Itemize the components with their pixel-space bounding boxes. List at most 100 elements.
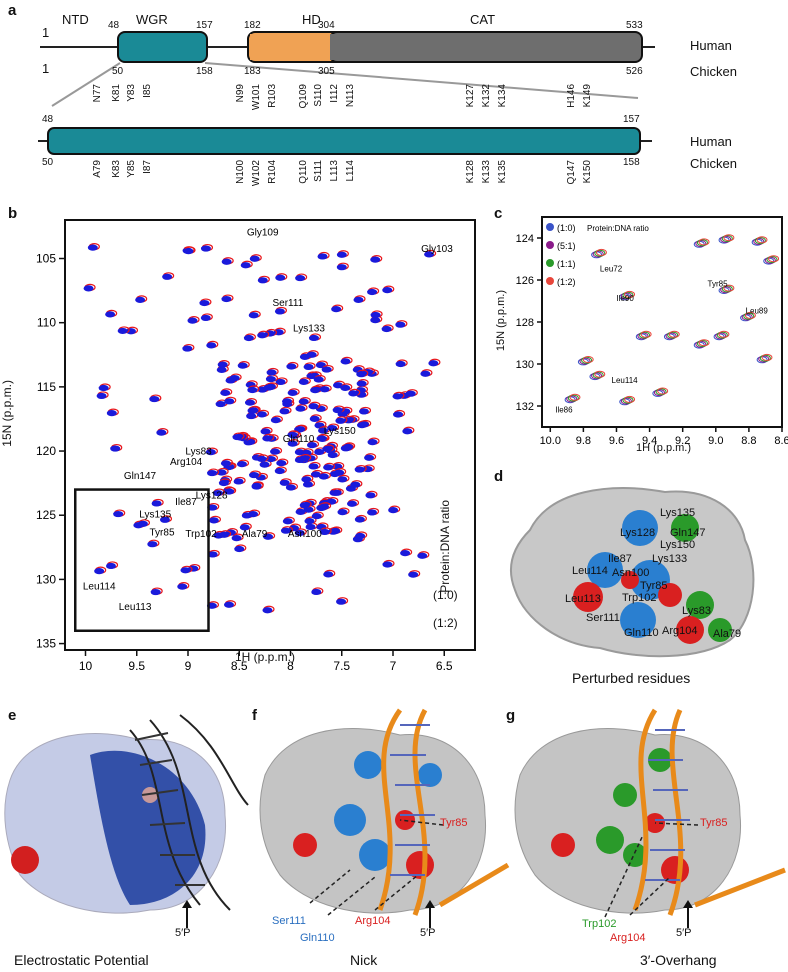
b-peak-label-ile87: Ile87 bbox=[175, 497, 197, 508]
chicken-residue-r104: R104 bbox=[267, 160, 278, 184]
d-label-lys83: Lys83 bbox=[682, 605, 711, 617]
d-blue-patch-2 bbox=[587, 552, 623, 588]
d-label-trp102: Trp102 bbox=[622, 592, 657, 604]
c-ytick: 130 bbox=[516, 359, 534, 371]
c-xtick: 8.8 bbox=[741, 435, 756, 447]
human-cat-start: 304 bbox=[318, 20, 335, 31]
c-legend-dot-3 bbox=[546, 259, 554, 267]
panel-g-arg104: Arg104 bbox=[610, 932, 646, 944]
b-ytick: 130 bbox=[36, 572, 56, 586]
human-start: 1 bbox=[42, 25, 50, 40]
b-ytick: 125 bbox=[36, 508, 56, 522]
b-ytick: 115 bbox=[37, 380, 56, 394]
panel-f-nick-structure bbox=[259, 708, 510, 928]
c-legend-label-3: (1:1) bbox=[557, 259, 576, 269]
c-ratio-label: Protein:DNA ratio bbox=[587, 224, 649, 233]
b-peak-label-gly103: Gly103 bbox=[421, 244, 453, 255]
c-peak-label-leu114: Leu114 bbox=[612, 376, 639, 385]
b-peak-label-lys128: Lys128 bbox=[196, 490, 228, 501]
c-ytick: 132 bbox=[516, 401, 534, 413]
human-residue-w101: W101 bbox=[251, 84, 262, 111]
d-label-gln147: Gln147 bbox=[670, 527, 706, 539]
d-label-lys128: Lys128 bbox=[620, 527, 656, 539]
panel-b-xlabel: 1H (p.p.m.) bbox=[235, 650, 296, 664]
c-legend-dot-4 bbox=[546, 277, 554, 285]
b-peak-label-gln110: Gln110 bbox=[283, 434, 315, 445]
b-peak-label-trp102: Trp102 bbox=[185, 529, 217, 540]
b-xtick: 7 bbox=[390, 659, 397, 670]
panel-d-surface bbox=[510, 487, 755, 658]
c-xtick: 9.0 bbox=[708, 435, 723, 447]
d-label-ser111: Ser111 bbox=[586, 612, 620, 624]
c-ytick: 124 bbox=[516, 233, 534, 245]
b-peak-label-gly109: Gly109 bbox=[247, 227, 279, 238]
cat-label: CAT bbox=[470, 12, 496, 27]
c-legend-label-1: (1:0) bbox=[557, 223, 576, 233]
human-residue-h146: H146 bbox=[566, 84, 577, 108]
b-xtick: 6.5 bbox=[436, 659, 453, 670]
d-label-lys135: Lys135 bbox=[660, 507, 696, 519]
d-label-lys133: Lys133 bbox=[652, 553, 688, 565]
panel-g-letter: g bbox=[506, 707, 516, 724]
human-residue-n99: N99 bbox=[235, 84, 246, 103]
panel-b-legend-2: (1:2) bbox=[433, 616, 458, 630]
chicken-residue-y85: Y85 bbox=[126, 160, 137, 178]
human-residue-k132: K132 bbox=[481, 84, 492, 108]
c-xtick: 10.0 bbox=[540, 435, 561, 447]
panel-b-nmr-spectrum: 10 9.5 9 8.5 8 7.5 7 6.5 105 110 115 120 125 130 135 Gl… bbox=[36, 219, 476, 670]
wgr-zoom-box bbox=[47, 127, 641, 155]
panel-d-letter: d bbox=[494, 468, 504, 485]
chicken-residue-q147: Q147 bbox=[566, 160, 577, 185]
panel-f-5p-label: 5′P bbox=[420, 927, 436, 939]
b-peak-label-leu114: Leu114 bbox=[83, 582, 116, 593]
d-label-tyr85: Tyr85 bbox=[640, 580, 668, 592]
chicken-residue-q110: Q110 bbox=[298, 160, 309, 184]
b-peak-label-lys133: Lys133 bbox=[293, 324, 325, 335]
d-label-gln110: Gln110 bbox=[624, 627, 659, 639]
d-red-patch-1 bbox=[621, 571, 639, 589]
chicken-residue-k128: K128 bbox=[465, 160, 476, 184]
chicken-residue-i87: I87 bbox=[142, 160, 153, 174]
panel-e-caption: Electrostatic Potential bbox=[14, 952, 149, 968]
zoom-human-end: 157 bbox=[623, 114, 640, 125]
chicken-start: 1 bbox=[42, 61, 50, 76]
c-xtick: 9.6 bbox=[609, 435, 624, 447]
chicken-residue-w102: W102 bbox=[251, 160, 262, 187]
zoom-chicken-end: 158 bbox=[623, 157, 640, 168]
panel-c-letter: c bbox=[494, 205, 503, 222]
d-red-patch-2 bbox=[573, 582, 603, 612]
panel-b-legend-1: (1:0) bbox=[433, 588, 458, 602]
b-peak-label-tyr85: Tyr85 bbox=[150, 528, 175, 539]
c-xtick: 9.4 bbox=[642, 435, 657, 447]
human-hd-start: 182 bbox=[244, 20, 261, 31]
chicken-hd-start: 183 bbox=[244, 66, 261, 77]
chicken-residue-k135: K135 bbox=[497, 160, 508, 184]
c-legend-label-2: (5:1) bbox=[557, 241, 576, 251]
b-ytick: 135 bbox=[36, 637, 56, 651]
human-residue-k127: K127 bbox=[465, 84, 476, 108]
hd-label: HD bbox=[302, 12, 321, 27]
chicken-wgr-start: 50 bbox=[112, 66, 124, 77]
b-peak-label-lys83: Lys83 bbox=[185, 447, 212, 458]
c-peak-label-leu72: Leu72 bbox=[600, 265, 623, 274]
panel-e-letter: e bbox=[8, 707, 17, 724]
panel-a-domain-diagram bbox=[38, 31, 655, 155]
b-xtick: 8 bbox=[287, 659, 294, 670]
panel-c-nmr-spectrum: 10.0 9.8 9.6 9.4 9.2 9.0 8.8 8.6 124 126 128 130 132… bbox=[516, 216, 788, 447]
zoom-species-human: Human bbox=[690, 134, 732, 149]
human-residue-r103: R103 bbox=[267, 84, 278, 108]
c-legend-label-4: (1:2) bbox=[557, 277, 576, 287]
d-green-patch-3 bbox=[708, 618, 732, 642]
human-residue-q109: Q109 bbox=[298, 84, 309, 109]
b-peak-label-arg104: Arg104 bbox=[170, 457, 203, 468]
chicken-residue-n100: N100 bbox=[235, 160, 246, 184]
b-ytick: 110 bbox=[37, 316, 56, 330]
d-label-asn100: Asn100 bbox=[612, 567, 650, 579]
chicken-residue-k83: K83 bbox=[111, 160, 122, 178]
panel-f-caption: Nick bbox=[350, 952, 378, 968]
panel-e-5p-label: 5′P bbox=[175, 927, 191, 939]
ntd-label: NTD bbox=[62, 12, 89, 27]
c-xtick: 9.8 bbox=[576, 435, 591, 447]
c-xtick: 8.6 bbox=[774, 435, 788, 447]
zoom-chicken-start: 50 bbox=[42, 157, 54, 168]
